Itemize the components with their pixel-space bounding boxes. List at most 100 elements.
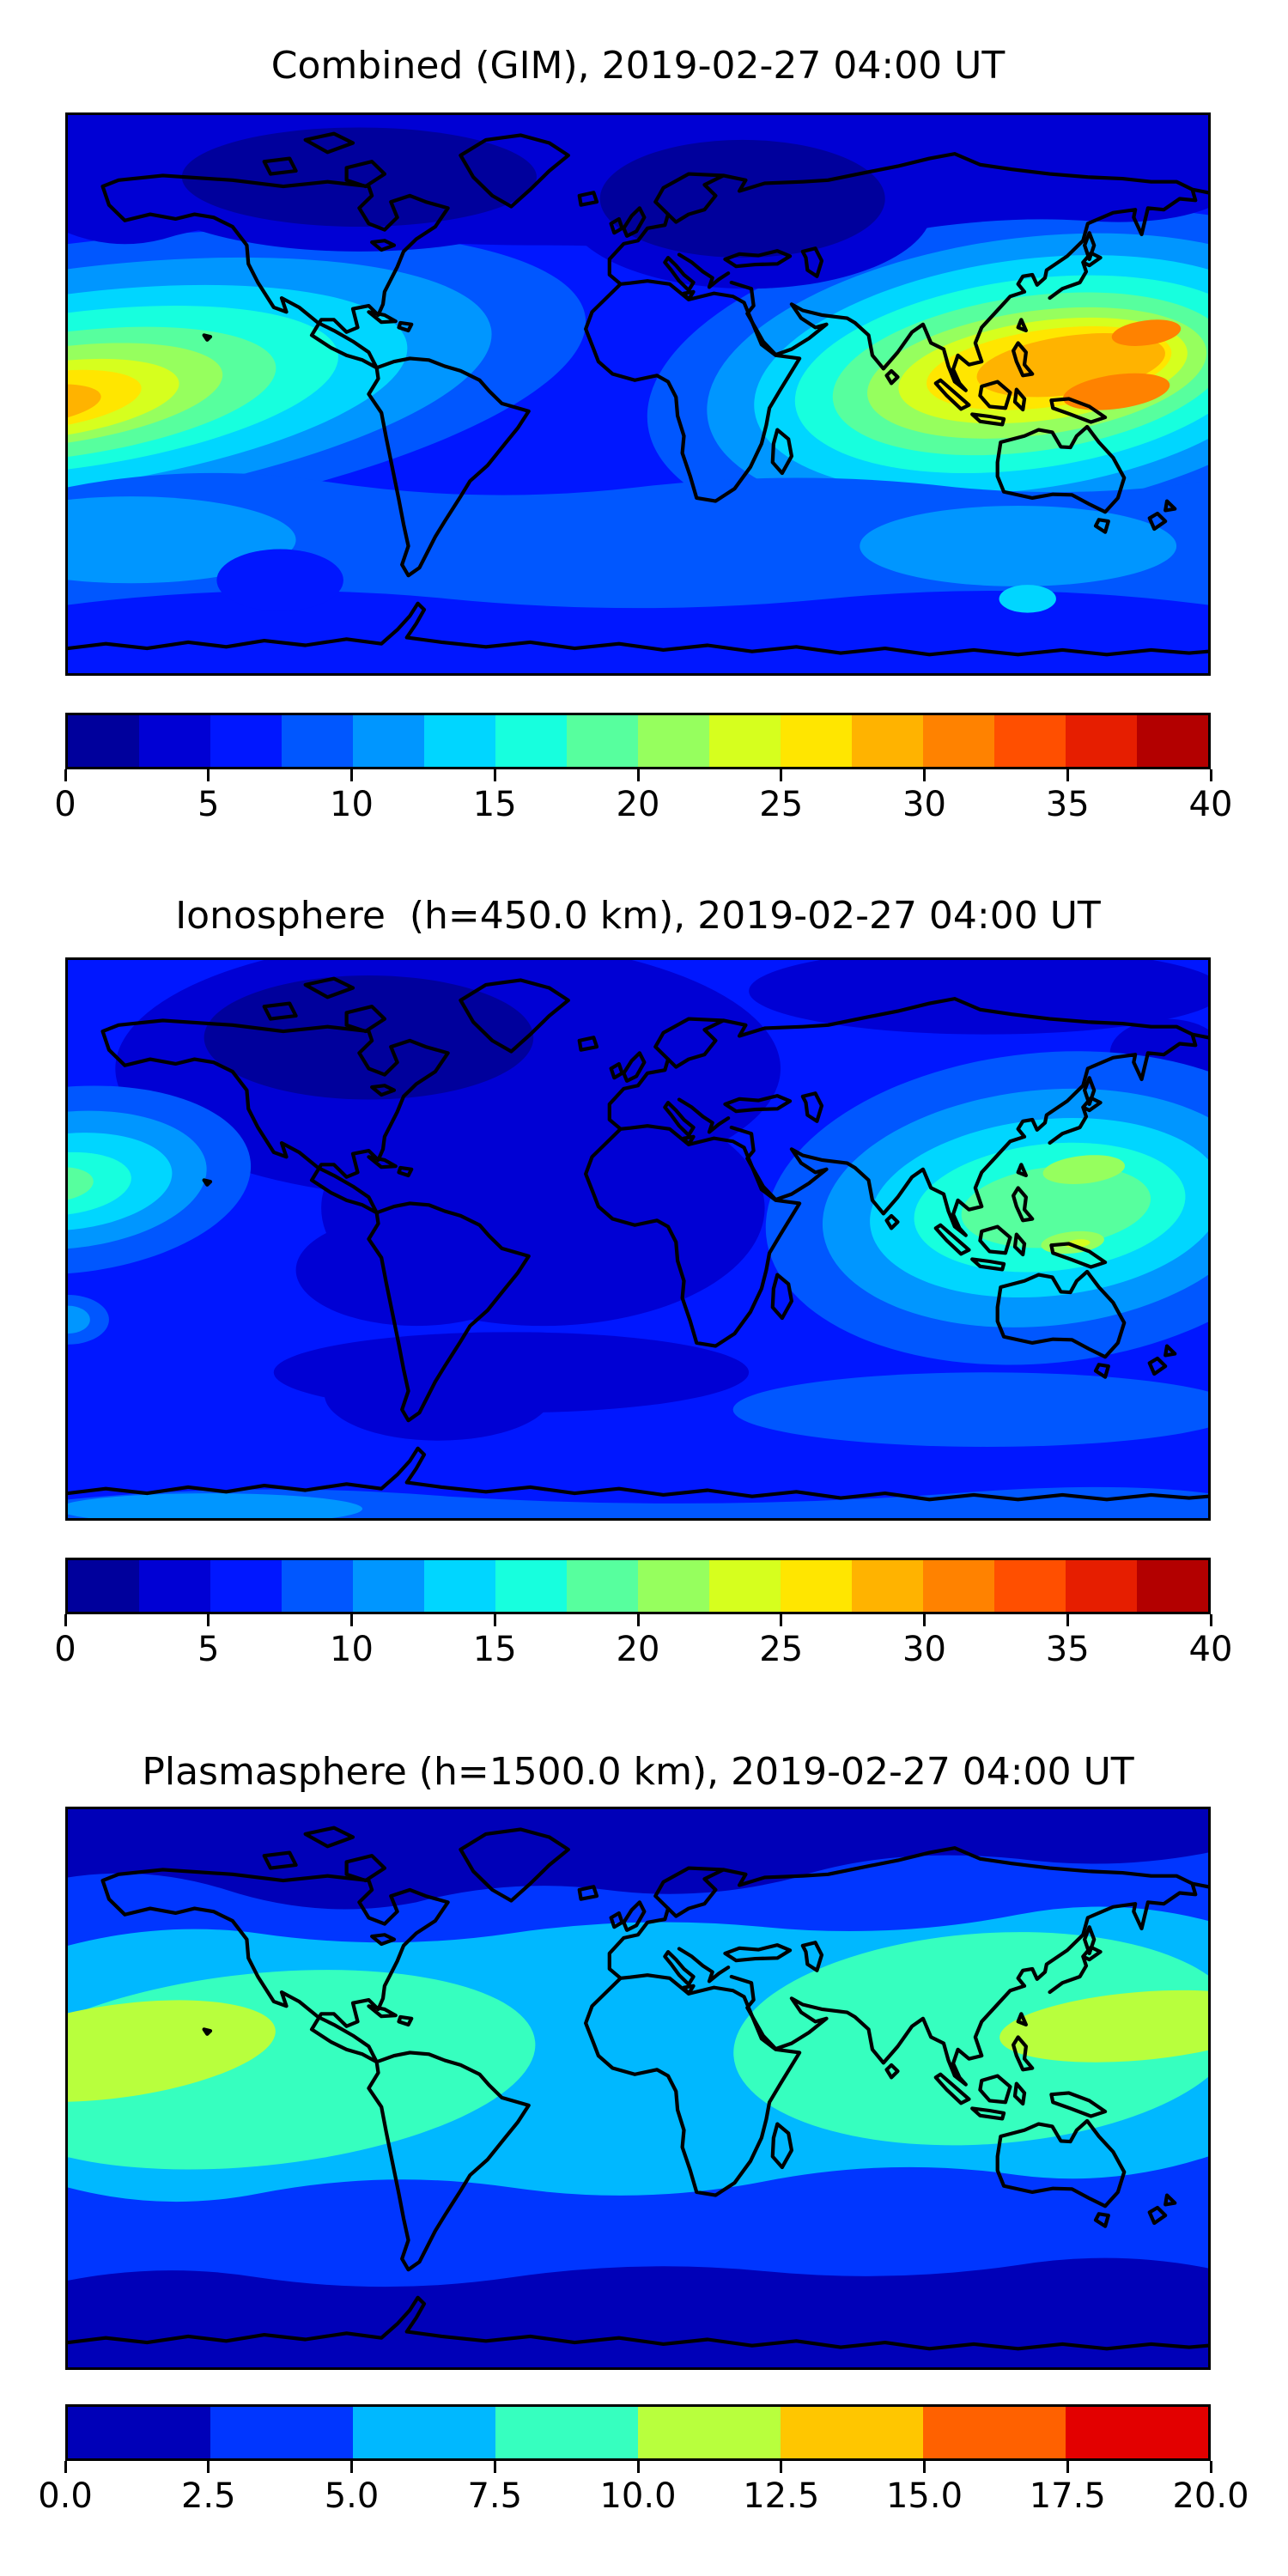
colorbar-tick (1066, 2461, 1069, 2473)
colorbar-segment (68, 2407, 210, 2458)
colorbar-segment (1137, 715, 1208, 767)
colorbar-segment (210, 2407, 353, 2458)
colorbar-segment (923, 1560, 994, 1612)
colorbar-tick-label: 10.0 (599, 2476, 677, 2516)
colorbar-ionosphere (65, 1558, 1211, 1614)
colorbar-tick (923, 1614, 926, 1626)
colorbar-tick (64, 769, 67, 781)
contour-bands-minimum-region (115, 960, 1208, 1441)
colorbar-segment (781, 715, 852, 767)
colorbar-segment (353, 2407, 495, 2458)
colorbar-tick (923, 769, 926, 781)
colorbar-segment (709, 1560, 781, 1612)
colorbar-tick-label: 5 (197, 785, 220, 824)
colorbar-tick (493, 2461, 496, 2473)
colorbar-tick-label: 40 (1188, 785, 1233, 824)
colorbar-tick (350, 2461, 353, 2473)
contour-map-ionosphere (68, 960, 1208, 1518)
colorbar-segment (1066, 1560, 1137, 1612)
title-ionosphere: Ionosphere (h=450.0 km), 2019-02-27 04:0… (175, 894, 1101, 938)
colorbar-segment (139, 715, 210, 767)
colorbar-segment (495, 715, 567, 767)
colorbar-tick-label: 25 (759, 1630, 804, 1669)
colorbar-tick (64, 2461, 67, 2473)
colorbar-segment (852, 715, 923, 767)
contour-bands-left-hotspot (68, 1085, 252, 1275)
contour-bands-south (68, 472, 1208, 613)
contour-bands-south (68, 1295, 1208, 1518)
map-ionosphere (65, 957, 1211, 1521)
colorbar-tick (493, 769, 496, 781)
colorbar-tick-label: 15 (472, 1630, 517, 1669)
colorbar-segment (210, 715, 282, 767)
map-combined (65, 112, 1211, 676)
contour-bands-left-hotspot (68, 229, 586, 546)
colorbar-tick (780, 769, 783, 781)
colorbar-segment (353, 1560, 424, 1612)
colorbar-segment (1066, 2407, 1208, 2458)
colorbar-tick (636, 769, 640, 781)
title-plasmasphere: Plasmasphere (h=1500.0 km), 2019-02-27 0… (142, 1750, 1134, 1794)
colorbar-tick (780, 1614, 783, 1626)
colorbar-tick (636, 2461, 640, 2473)
colorbar-segment (781, 1560, 852, 1612)
colorbar-tick-label: 20.0 (1172, 2476, 1249, 2516)
colorbar-segment (68, 1560, 139, 1612)
colorbar-ticks-plasmasphere: 0.0 2.5 5.0 7.5 10.0 12.5 15.0 17.5 20.0 (38, 2461, 1249, 2521)
colorbar-segment (495, 2407, 638, 2458)
title-combined: Combined (GIM), 2019-02-27 04:00 UT (270, 44, 1005, 88)
colorbar-tick-label: 30 (902, 1630, 946, 1669)
colorbar-tick-label: 0 (54, 785, 76, 824)
colorbar-tick (923, 2461, 926, 2473)
colorbar-segment (139, 1560, 210, 1612)
colorbar-segment (994, 1560, 1066, 1612)
colorbar-tick (1066, 769, 1069, 781)
colorbar-ticks-ionosphere: 0 5 10 15 20 25 30 35 40 (54, 1614, 1232, 1674)
colorbar-combined (65, 713, 1211, 769)
colorbar-segment (282, 715, 353, 767)
colorbar-segment (210, 1560, 282, 1612)
colorbar-tick-label: 25 (759, 785, 804, 824)
colorbar-segment (1066, 715, 1137, 767)
colorbar-segment (923, 2407, 1066, 2458)
colorbar-segment (994, 715, 1066, 767)
colorbar-tick (207, 1614, 210, 1626)
colorbar-segment (638, 1560, 709, 1612)
colorbar-tick (350, 769, 353, 781)
colorbar-tick-label: 20 (616, 1630, 660, 1669)
contour-map-plasmasphere (68, 1809, 1208, 2367)
colorbar-segment (495, 1560, 567, 1612)
colorbar-segment (638, 2407, 781, 2458)
colorbar-tick-label: 0.0 (38, 2476, 93, 2516)
colorbar-segment (282, 1560, 353, 1612)
colorbar-ticks-combined: 0 5 10 15 20 25 30 35 40 (54, 769, 1232, 829)
colorbar-segment (424, 715, 495, 767)
colorbar-tick (1066, 1614, 1069, 1626)
colorbar-tick-label: 0 (54, 1630, 76, 1669)
contour-bands-equatorial-belt (68, 1906, 1208, 2202)
colorbar-tick (493, 1614, 496, 1626)
colorbar-tick-label: 35 (1045, 1630, 1090, 1669)
colorbar-segment (638, 715, 709, 767)
colorbar-segment (781, 2407, 923, 2458)
colorbar-tick (207, 2461, 210, 2473)
contour-map-combined (68, 115, 1208, 673)
colorbar-tick-label: 20 (616, 785, 660, 824)
colorbar-tick-label: 2.5 (180, 2476, 236, 2516)
colorbar-tick-label: 35 (1045, 785, 1090, 824)
colorbar-tick (1209, 769, 1212, 781)
colorbar-tick-label: 30 (902, 785, 946, 824)
colorbar-tick-label: 7.5 (467, 2476, 523, 2516)
colorbar-tick (780, 2461, 783, 2473)
colorbar-segment (424, 1560, 495, 1612)
colorbar-segment (1137, 1560, 1208, 1612)
colorbar-tick-label: 10 (330, 1630, 374, 1669)
colorbar-segment (852, 1560, 923, 1612)
colorbar-tick-label: 5.0 (324, 2476, 380, 2516)
colorbar-tick (636, 1614, 640, 1626)
colorbar-tick-label: 15.0 (885, 2476, 963, 2516)
map-plasmasphere (65, 1807, 1211, 2370)
colorbar-plasmasphere (65, 2404, 1211, 2461)
colorbar-segment (353, 715, 424, 767)
